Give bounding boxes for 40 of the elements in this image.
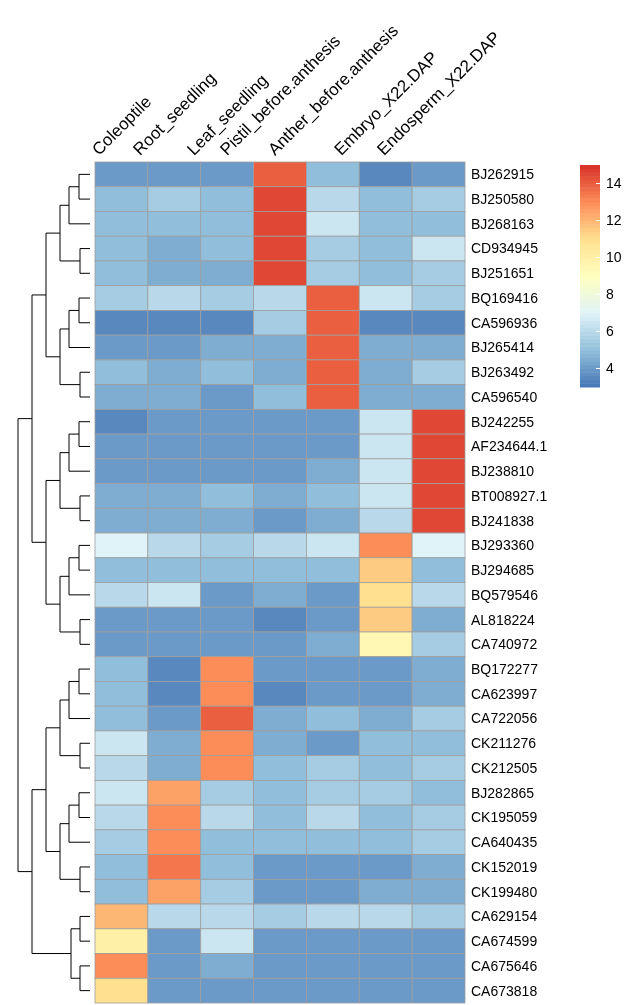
y-tick-label: AF234644.1 bbox=[471, 438, 548, 455]
y-tick-label: BJ263492 bbox=[471, 364, 535, 381]
color-bar-label: 12 bbox=[606, 212, 622, 229]
y-tick-label: CA623997 bbox=[471, 685, 538, 702]
y-tick-label: CA722056 bbox=[471, 710, 538, 727]
y-tick-label: CK199480 bbox=[471, 883, 538, 900]
y-tick-label: CK195059 bbox=[471, 809, 538, 826]
y-tick-label: BJ251651 bbox=[471, 265, 535, 282]
y-tick-label: BQ579546 bbox=[471, 586, 539, 603]
y-tick-label: CA596540 bbox=[471, 388, 538, 405]
y-tick-label: AL818224 bbox=[471, 611, 536, 628]
y-tick-label: CA673818 bbox=[471, 982, 538, 999]
y-tick-label: BJ250580 bbox=[471, 191, 535, 207]
y-tick-label: CA674599 bbox=[471, 933, 538, 950]
y-tick-label: CA629154 bbox=[471, 908, 538, 925]
y-tick-label: CK211276 bbox=[471, 735, 537, 752]
y-tick-label: CA675646 bbox=[471, 957, 538, 974]
y-tick-label: BT008927.1 bbox=[471, 487, 548, 504]
y-tick-label: CA596936 bbox=[471, 314, 538, 331]
y-tick-label: BJ265414 bbox=[471, 339, 535, 356]
y-tick-label: BJ241838 bbox=[471, 512, 535, 529]
y-tick-label: BJ268163 bbox=[471, 215, 535, 232]
y-tick-label: BJ242255 bbox=[471, 413, 535, 430]
y-tick-label: CK152019 bbox=[471, 858, 538, 875]
y-tick-label: CK212505 bbox=[471, 759, 538, 776]
color-bar-label: 10 bbox=[606, 249, 622, 266]
y-tick-label: BJ262915 bbox=[471, 166, 535, 183]
y-tick-label: BJ238810 bbox=[471, 463, 535, 480]
y-tick-label: BQ172277 bbox=[471, 660, 539, 677]
y-tick-label: CA640435 bbox=[471, 834, 538, 851]
y-tick-label: BJ294685 bbox=[471, 562, 535, 579]
color-bar-label: 4 bbox=[606, 360, 614, 377]
y-tick-label: BJ282865 bbox=[471, 784, 535, 801]
y-tick-label: CD934945 bbox=[471, 240, 539, 257]
y-tick-label: BJ293360 bbox=[471, 537, 535, 554]
y-tick-label: CA740972 bbox=[471, 636, 538, 653]
y-tick-label: BQ169416 bbox=[471, 289, 539, 306]
color-bar-label: 8 bbox=[606, 286, 614, 303]
color-bar-label: 14 bbox=[606, 175, 622, 192]
color-bar-label: 6 bbox=[606, 323, 614, 340]
